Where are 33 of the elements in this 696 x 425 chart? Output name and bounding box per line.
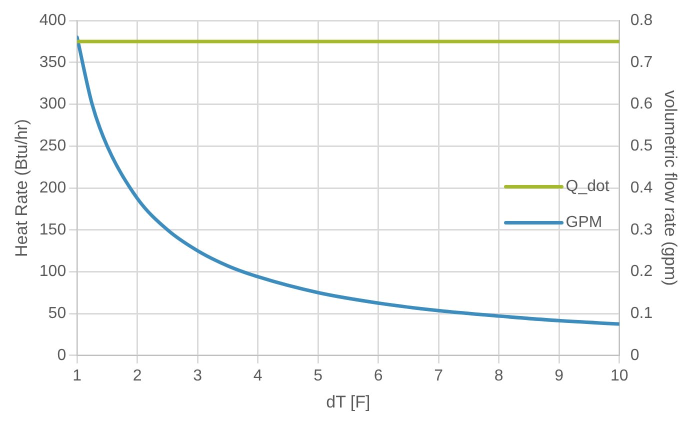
x-tick-label: 3 [193, 367, 202, 384]
x-tick-label: 4 [253, 367, 262, 384]
y-tick-label: 200 [39, 179, 66, 196]
x-tick-label: 1 [72, 367, 82, 384]
y2-tick-label: 0.3 [630, 221, 653, 238]
y-tick-label: 400 [39, 12, 66, 30]
y-tick-label: 350 [39, 54, 66, 71]
y-tick-label: 300 [39, 96, 66, 113]
y2-tick-label: 0.4 [630, 179, 653, 196]
y-tick-label: 150 [39, 221, 66, 238]
y2-tick-label: 0.8 [630, 12, 653, 30]
y2-tick-label: 0.7 [630, 54, 653, 71]
x-tick-label: 10 [610, 367, 628, 384]
y2-tick-label: 0 [630, 346, 640, 364]
x-tick-label: 2 [132, 367, 142, 384]
y2-tick-label: 0.2 [630, 263, 653, 280]
y2-axis-title: volumetric flow rate (gpm) [661, 90, 680, 286]
x-tick-label: 5 [314, 367, 323, 384]
y-axis-title: Heat Rate (Btu/hr) [12, 119, 31, 257]
y-tick-label: 250 [39, 138, 66, 155]
y-tick-label: 0 [57, 346, 66, 364]
y2-tick-label: 0.1 [630, 304, 653, 322]
y-tick-label: 50 [48, 304, 66, 322]
x-axis-title: dT [F] [326, 392, 370, 412]
x-tick-label: 7 [434, 367, 444, 384]
x-tick-label: 8 [494, 367, 504, 384]
legend-label: GPM [566, 214, 602, 232]
y2-tick-label: 0.6 [630, 96, 653, 113]
x-tick-label: 9 [554, 367, 564, 384]
legend-label: Q_dot [566, 178, 610, 196]
y-tick-label: 100 [39, 263, 66, 280]
y2-tick-label: 0.5 [630, 138, 653, 155]
x-tick-label: 6 [374, 367, 383, 384]
